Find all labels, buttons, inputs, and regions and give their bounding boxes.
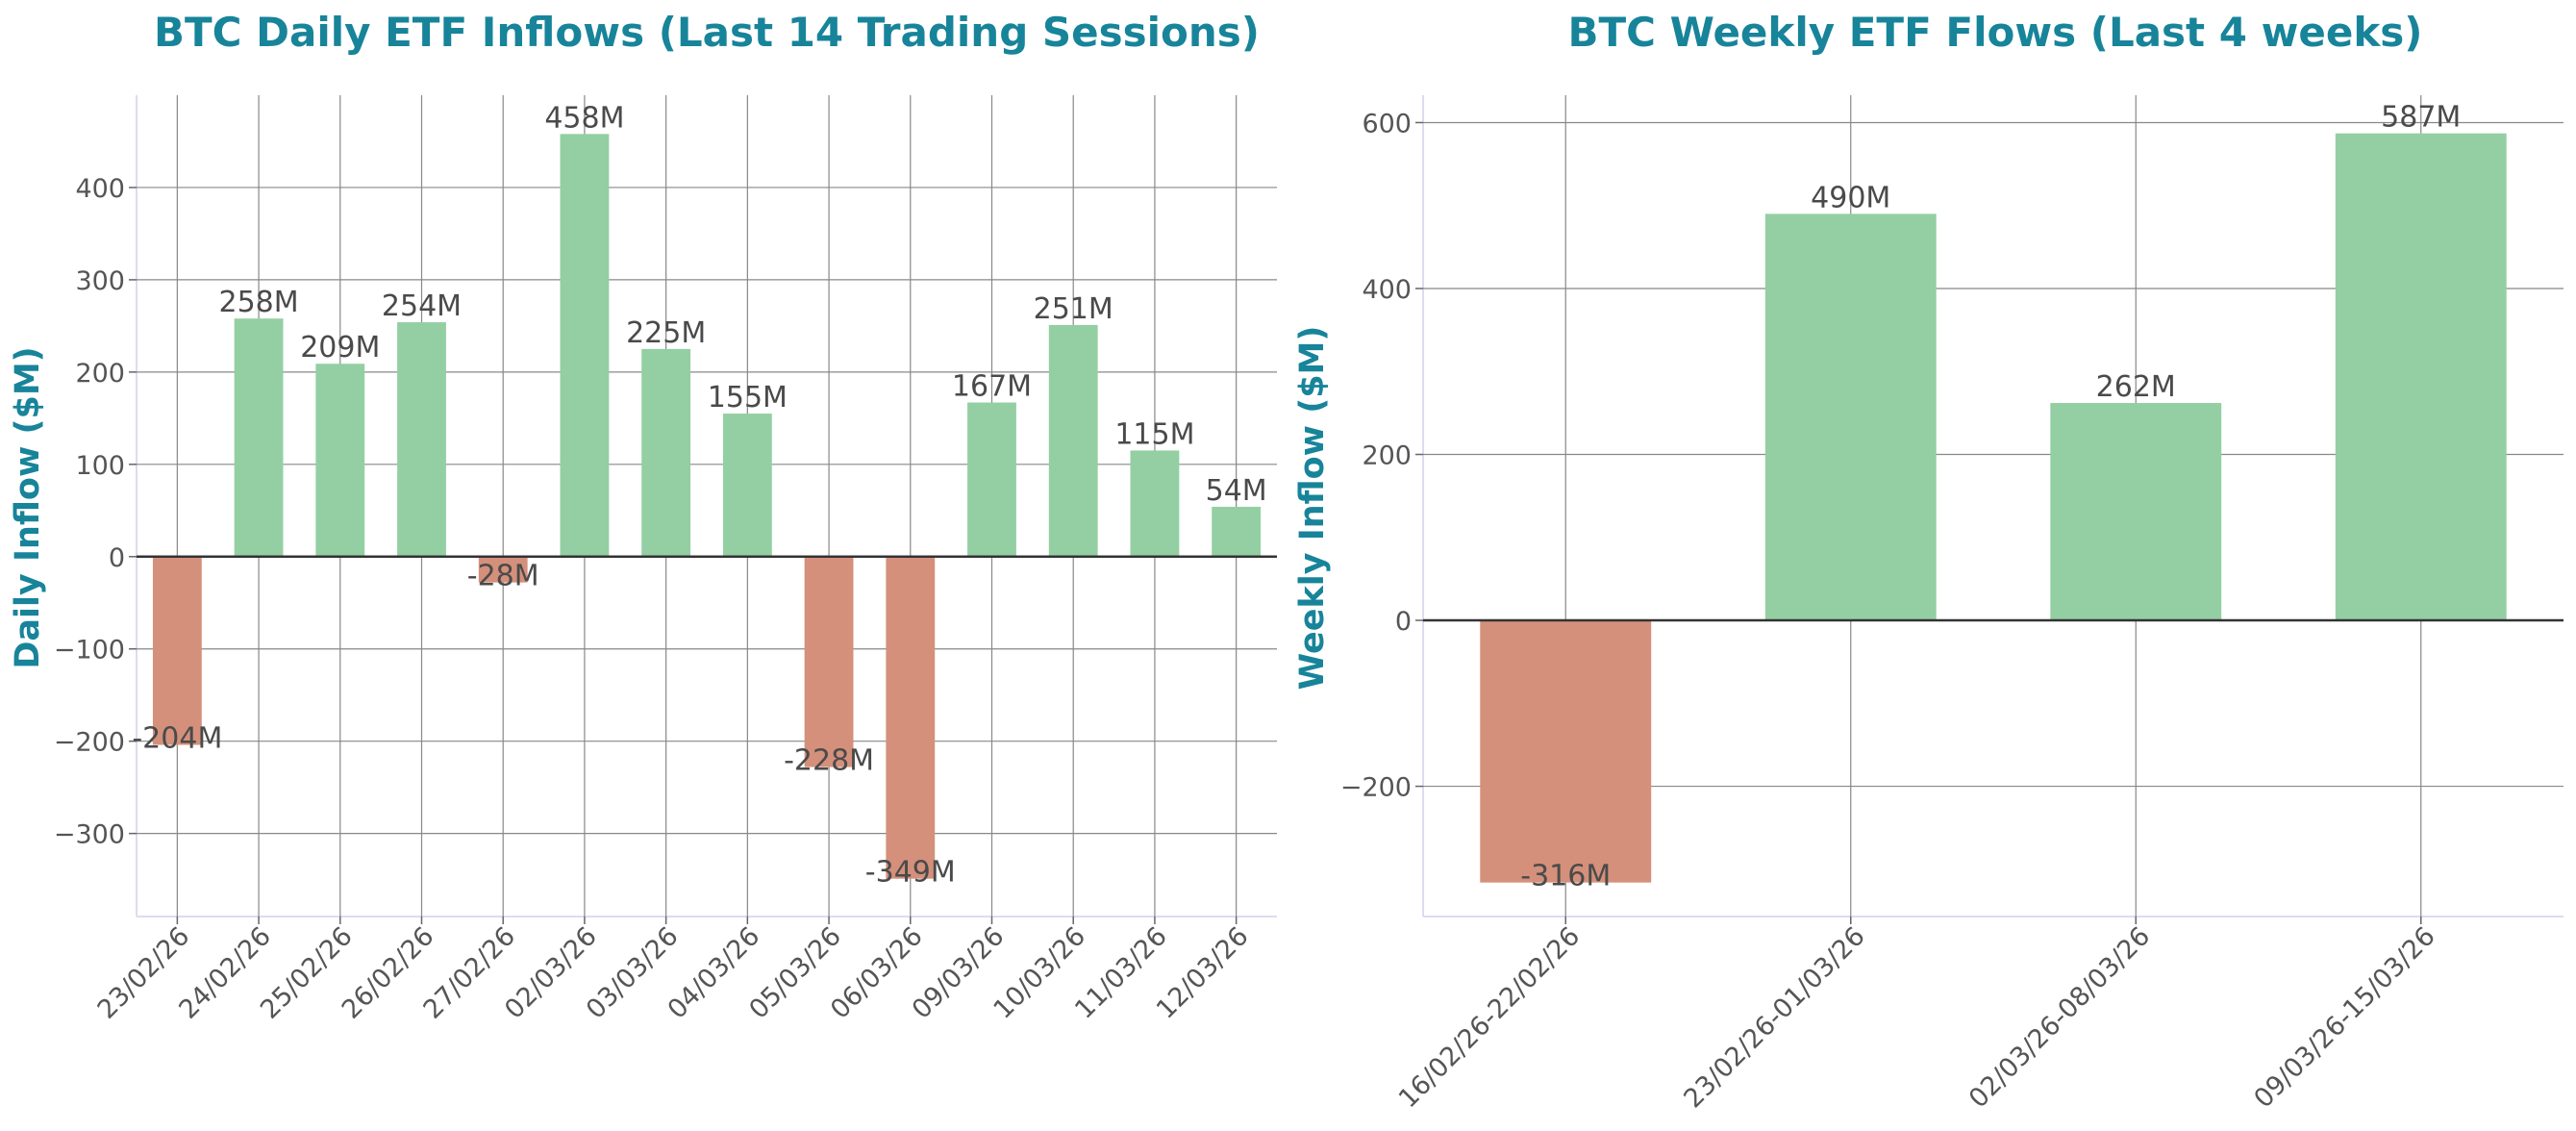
- daily-y-tick-label: 0: [109, 543, 125, 573]
- daily-data-label: -204M: [132, 722, 222, 756]
- weekly-data-label: 490M: [1811, 181, 1890, 214]
- weekly-data-label: -316M: [1520, 860, 1611, 893]
- daily-bar-05/03/26: [804, 556, 854, 767]
- daily-data-label: 167M: [952, 370, 1032, 404]
- weekly-x-tick-label: 16/02/26-22/02/26: [1393, 921, 1586, 1114]
- daily-y-tick-label: 300: [75, 266, 125, 296]
- weekly-y-tick-label: 200: [1362, 441, 1412, 471]
- daily-data-label: 155M: [708, 381, 788, 415]
- daily-bar-24/02/26: [234, 318, 284, 557]
- daily-bar-04/03/26: [722, 414, 772, 557]
- daily-bar-11/03/26: [1130, 450, 1180, 557]
- daily-data-label: 115M: [1114, 417, 1194, 451]
- daily-y-tick-label: −200: [54, 728, 125, 758]
- daily-data-label: 251M: [1034, 292, 1113, 326]
- daily-y-tick-label: −100: [54, 636, 125, 666]
- daily-y-tick-label: −300: [54, 820, 125, 850]
- weekly-x-tick-label: 02/03/26-08/03/26: [1963, 921, 2156, 1114]
- daily-y-axis-label: Daily Inflow ($M): [9, 346, 47, 668]
- daily-data-label: 225M: [626, 316, 706, 350]
- daily-y-tick-label: 100: [75, 451, 125, 481]
- weekly-y-tick-label: 600: [1362, 109, 1412, 138]
- daily-data-label: 254M: [382, 289, 462, 323]
- daily-data-label: -349M: [865, 856, 956, 890]
- weekly-data-label: 587M: [2381, 101, 2461, 135]
- weekly-y-axis-label: Weekly Inflow ($M): [1293, 326, 1332, 691]
- daily-data-label: 458M: [544, 101, 624, 135]
- daily-bar-09/03/26: [967, 402, 1016, 557]
- weekly-y-tick-label: 0: [1395, 607, 1412, 637]
- daily-data-label: 258M: [218, 286, 298, 319]
- weekly-flow-chart: BTC Weekly ETF Flows (Last 4 weeks) Week…: [1293, 9, 2563, 1114]
- daily-y-tick-label: 400: [75, 174, 125, 204]
- weekly-bar-09/03/26-15/03/26: [2335, 133, 2507, 621]
- daily-bar-03/03/26: [641, 348, 691, 557]
- daily-bar-27/02/26: [478, 556, 528, 583]
- weekly-x-tick-label: 23/02/26-01/03/26: [1678, 921, 1870, 1114]
- daily-y-tick-label: 200: [75, 359, 125, 389]
- weekly-x-tick-label: 09/03/26-15/03/26: [2248, 921, 2440, 1114]
- weekly-y-tick-label: −200: [1340, 773, 1412, 803]
- weekly-bar-02/03/26-08/03/26: [2050, 403, 2222, 621]
- daily-bar-06/03/26: [886, 556, 936, 879]
- daily-chart-title: BTC Daily ETF Inflows (Last 14 Trading S…: [154, 9, 1260, 56]
- daily-bar-10/03/26: [1048, 324, 1098, 557]
- daily-bar-12/03/26: [1212, 506, 1262, 557]
- weekly-data-label: 262M: [2096, 370, 2176, 404]
- weekly-bar-16/02/26-22/02/26: [1480, 620, 1652, 883]
- daily-bar-25/02/26: [315, 364, 365, 557]
- daily-bar-02/03/26: [560, 134, 610, 557]
- daily-data-label: -28M: [467, 560, 539, 593]
- weekly-y-tick-label: 400: [1362, 275, 1412, 305]
- daily-data-label: 54M: [1206, 474, 1267, 508]
- daily-bar-23/02/26: [152, 556, 202, 745]
- weekly-chart-title: BTC Weekly ETF Flows (Last 4 weeks): [1568, 9, 2423, 56]
- daily-data-label: -228M: [784, 744, 874, 778]
- daily-data-label: 209M: [300, 331, 380, 364]
- daily-inflow-chart: BTC Daily ETF Inflows (Last 14 Trading S…: [9, 9, 1277, 1025]
- weekly-bar-23/02/26-01/03/26: [1764, 214, 1937, 621]
- daily-bar-26/02/26: [397, 322, 446, 557]
